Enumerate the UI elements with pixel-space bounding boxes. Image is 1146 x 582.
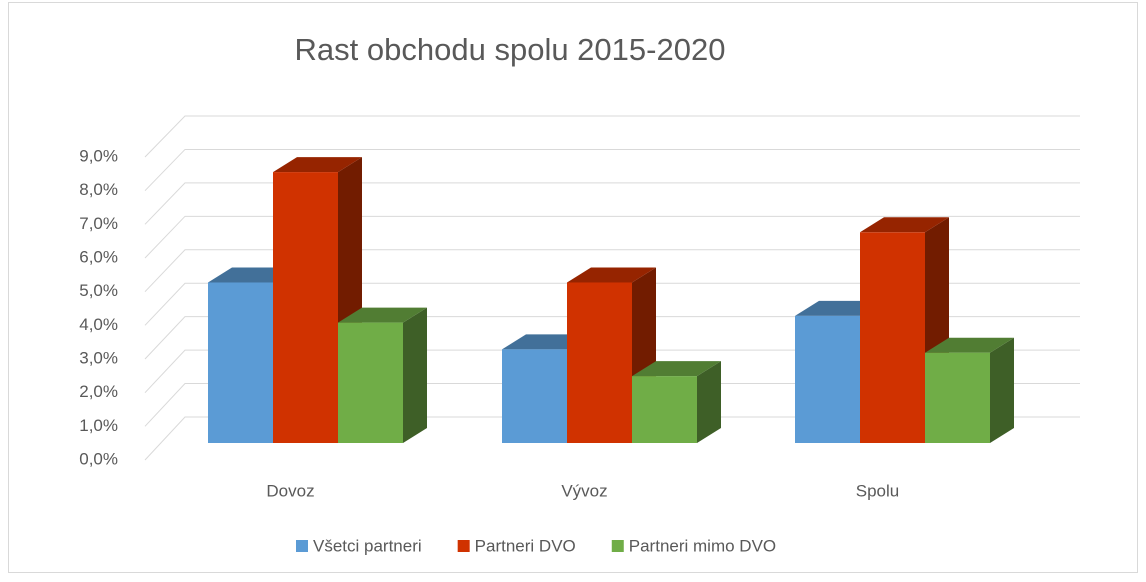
bar-top — [273, 157, 362, 173]
bar — [502, 349, 567, 443]
grid-line — [144, 282, 1080, 326]
legend-label: Partneri mimo DVO — [629, 536, 776, 555]
legend-swatch — [296, 540, 308, 552]
grid-line — [144, 249, 1080, 293]
legend-label: Partneri DVO — [475, 536, 576, 555]
grid-line — [144, 349, 1080, 394]
bar-top — [925, 337, 1014, 353]
grid-line — [144, 383, 1080, 427]
grid-line — [144, 416, 1080, 461]
bar-side — [697, 361, 721, 443]
legend-swatch — [457, 540, 470, 552]
bar — [567, 282, 632, 443]
bar — [795, 315, 860, 443]
bar-top — [860, 217, 949, 233]
chart-title: Rast obchodu spolu 2015-2020 — [295, 32, 726, 67]
bar-top — [338, 307, 427, 323]
legend-label: Všetci partneri — [313, 536, 422, 555]
y-tick-label: 5,0% — [79, 281, 118, 300]
bar-top — [567, 267, 656, 283]
y-tick-label: 0,0% — [79, 449, 118, 468]
bar — [273, 172, 338, 443]
grid-line — [144, 148, 1080, 192]
y-tick-label: 6,0% — [79, 247, 118, 266]
bar — [925, 352, 990, 443]
bar-side — [403, 307, 427, 443]
y-tick-label: 1,0% — [79, 416, 118, 435]
x-tick-label: Dovoz — [266, 481, 314, 500]
grid-line — [144, 316, 1080, 360]
grid-line — [144, 115, 1080, 158]
y-tick-label: 9,0% — [79, 146, 118, 165]
y-tick-label: 4,0% — [79, 315, 118, 334]
y-tick-label: 8,0% — [79, 180, 118, 199]
legend-swatch — [611, 540, 624, 552]
x-tick-label: Vývoz — [561, 481, 607, 500]
bar — [338, 322, 403, 443]
x-tick-label: Spolu — [856, 481, 899, 500]
y-tick-label: 2,0% — [79, 382, 118, 401]
y-tick-label: 7,0% — [79, 214, 118, 233]
grid-line — [144, 182, 1080, 225]
y-tick-label: 3,0% — [79, 348, 118, 367]
bar-side — [990, 337, 1014, 443]
bar-top — [632, 361, 721, 377]
bar — [208, 282, 273, 443]
bar — [632, 376, 697, 443]
grid-line — [144, 215, 1080, 259]
bar — [860, 232, 925, 443]
